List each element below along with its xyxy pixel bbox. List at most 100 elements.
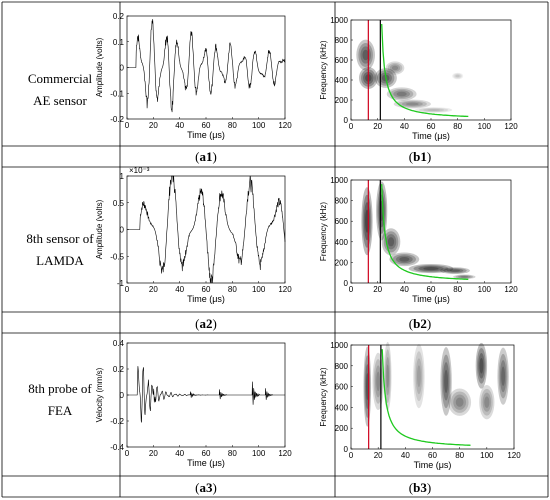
row-label-lamda: 8th sensor of LAMDA xyxy=(0,228,120,272)
caption-a2: (a2) xyxy=(195,316,217,331)
y-tick-label: 0.1 xyxy=(113,38,125,47)
chart-a2: ×10⁻³ 0 20 40 60 80 100 120 -1 -0.5 0 0.5 1 Time (μs)… xyxy=(95,166,292,304)
y-tick-label: 0.2 xyxy=(113,12,125,21)
spectrogram-blob xyxy=(366,372,369,401)
x-tick-label: 80 xyxy=(228,449,237,458)
spectrogram-blob xyxy=(453,394,467,410)
spectrogram-blob xyxy=(423,108,445,112)
y-tick-label: 0.4 xyxy=(113,339,125,348)
spectrogram-blob xyxy=(405,102,419,106)
y-tick-label: 0.2 xyxy=(113,365,125,374)
x-axis-label: Time (μs) xyxy=(412,294,450,304)
spectrogram-blob xyxy=(362,49,369,61)
row-label-line1: Commercial xyxy=(27,71,93,86)
spectrogram-blob xyxy=(423,267,439,271)
spectrogram-blob xyxy=(376,371,381,392)
y-tick-label: 400 xyxy=(335,403,349,412)
plot-frame xyxy=(350,19,512,121)
spectrogram-blob xyxy=(442,362,450,401)
y-tick-label: 800 xyxy=(335,197,349,206)
chart-b2: 0 20 40 60 80 100 120 0 200 400 600 800 1000 Time (μs… xyxy=(319,176,518,304)
x-tick-label: 120 xyxy=(278,285,292,294)
spectrogram-blob xyxy=(399,256,410,262)
spectrogram-blob xyxy=(449,269,461,272)
green-dispersion-curve xyxy=(381,23,469,118)
y-scale-label: ×10⁻³ xyxy=(129,166,150,175)
spectrogram-blob xyxy=(419,107,449,113)
x-tick-label: 0 xyxy=(349,451,354,460)
spectrogram-blob xyxy=(479,358,484,374)
spectrogram-blob xyxy=(386,87,417,101)
spectrogram-blob xyxy=(452,72,464,80)
spectrogram-blob xyxy=(455,397,464,407)
spectrogram-blob xyxy=(389,64,401,72)
spectrogram-blob xyxy=(475,342,488,389)
spectrogram-blob xyxy=(460,276,469,278)
plot-bg xyxy=(351,345,514,449)
chart-a3: 0 20 40 60 80 100 120 -0.4 -0.2 0 0.2 0.4 Time (μs) V… xyxy=(95,339,292,468)
spectrogram-blob xyxy=(448,388,472,416)
spectrogram-blob xyxy=(362,194,372,248)
y-tick-label: 200 xyxy=(335,96,349,105)
x-axis-label: Time (μs) xyxy=(187,458,225,468)
spectrogram-blob xyxy=(482,392,492,412)
plot-frame xyxy=(126,15,286,120)
spectrogram-blob xyxy=(395,255,413,264)
y-tick-label: -0.1 xyxy=(110,89,124,98)
x-tick-label: 120 xyxy=(507,451,521,460)
y-tick-label: 1 xyxy=(120,172,125,181)
signal-line xyxy=(127,19,286,113)
x-tick-label: 40 xyxy=(400,285,409,294)
x-tick-label: 100 xyxy=(252,121,266,130)
spectrogram-blob xyxy=(408,264,454,274)
spectrogram-blob xyxy=(393,99,432,109)
y-tick-label: 0 xyxy=(344,279,349,288)
spectrogram-blob xyxy=(358,42,373,68)
spectrogram-blob xyxy=(440,267,470,275)
spectrogram-blob xyxy=(385,234,397,250)
x-tick-label: 20 xyxy=(373,122,382,131)
row-label-line2: AE sensor xyxy=(33,93,87,108)
plot-bg xyxy=(351,180,511,283)
spectrogram-blob xyxy=(484,396,490,409)
y-tick-label: -1 xyxy=(117,279,125,288)
x-tick-label: 20 xyxy=(373,285,382,294)
y-tick-label: 0 xyxy=(120,64,125,73)
x-tick-label: 40 xyxy=(400,122,409,131)
spectrogram-blob xyxy=(374,365,382,398)
spectrogram-blob xyxy=(480,388,493,416)
chart-a1: 0 20 40 60 80 100 120 -0.2 -0.1 0 0.1 0.2 Time (μs) A… xyxy=(95,12,292,140)
y-tick-label: 800 xyxy=(335,362,349,371)
spectrogram-blob xyxy=(479,385,495,420)
x-tick-label: 60 xyxy=(428,451,437,460)
spectrogram-blob xyxy=(413,265,449,273)
spectrogram-blob xyxy=(386,364,389,388)
spectrogram-blob xyxy=(443,267,467,274)
x-tick-label: 40 xyxy=(175,449,184,458)
x-tick-label: 60 xyxy=(202,285,211,294)
y-tick-label: 200 xyxy=(335,258,349,267)
x-tick-label: 0 xyxy=(125,449,130,458)
spectrogram-blob xyxy=(454,74,461,78)
y-tick-label: 400 xyxy=(335,238,349,247)
y-tick-label: 600 xyxy=(335,217,349,226)
spectrogram-blob xyxy=(427,109,441,111)
row-label-fea: 8th probe of FEA xyxy=(0,378,120,422)
x-tick-label: 60 xyxy=(202,449,211,458)
spectrogram-blob xyxy=(450,391,469,413)
y-tick-label: 200 xyxy=(335,424,349,433)
x-axis-label: Time (μs) xyxy=(414,460,452,470)
y-tick-label: 0 xyxy=(120,391,125,400)
spectrogram-blob xyxy=(416,365,421,388)
spectrogram-blob xyxy=(453,73,463,79)
x-tick-label: 80 xyxy=(453,122,462,131)
x-tick-label: 20 xyxy=(149,449,158,458)
row-label-line1: 8th sensor of xyxy=(26,231,94,246)
spectrogram-blob xyxy=(478,352,485,379)
plot-frame xyxy=(126,175,286,284)
x-axis-label: Time (μs) xyxy=(187,130,225,140)
spectrogram-blob xyxy=(387,237,395,247)
x-tick-label: 100 xyxy=(480,451,494,460)
x-tick-label: 80 xyxy=(228,121,237,130)
